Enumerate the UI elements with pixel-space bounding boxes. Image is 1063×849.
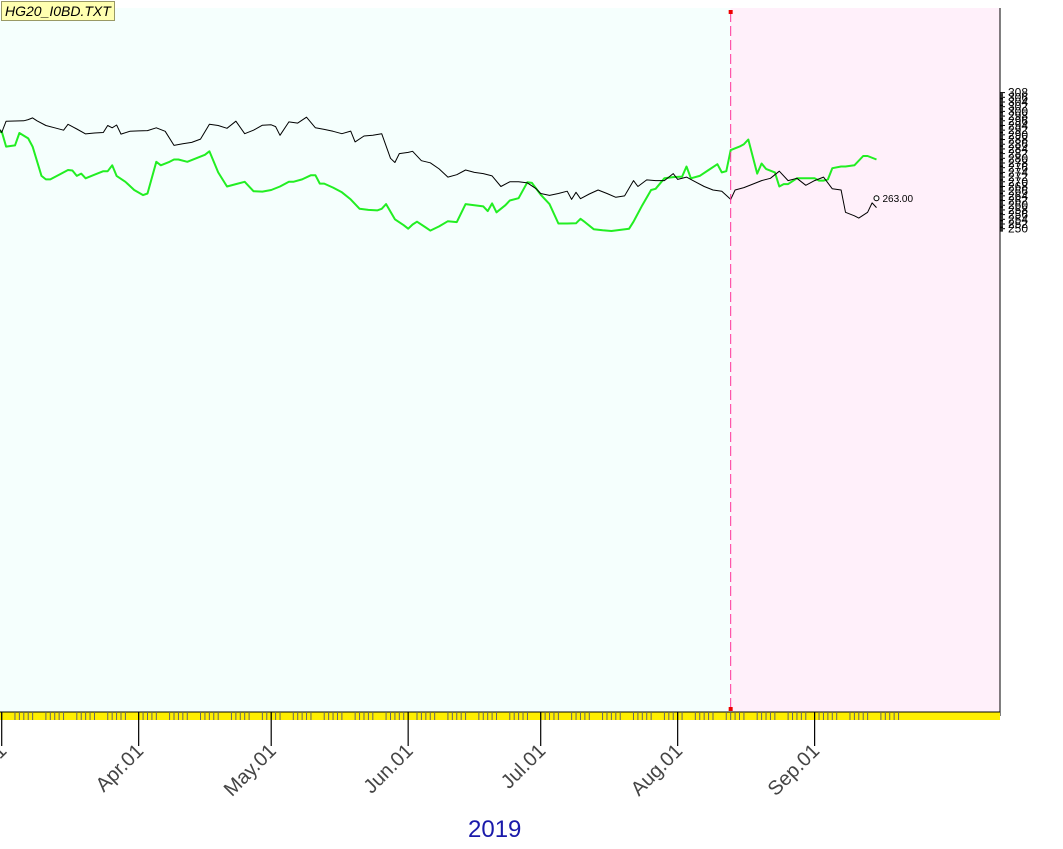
green-series-line — [0, 130, 877, 232]
x-tick-label: Mar.01 — [0, 740, 11, 799]
x-tick-label: Jul.01 — [497, 740, 550, 793]
x-tick-label: Aug.01 — [627, 740, 687, 800]
x-tick-label: Apr.01 — [92, 740, 148, 796]
y-tick-label: 272 — [1008, 170, 1028, 184]
y-tick-label: 286 — [1008, 137, 1028, 151]
x-tick-label: May.01 — [220, 740, 281, 801]
y-tick-label: 288 — [1008, 133, 1028, 147]
y-tick-label: 308 — [1008, 86, 1028, 100]
y-tick-label: 278 — [1008, 156, 1028, 170]
last-value-dot — [873, 195, 880, 202]
y-tick-label: 256 — [1008, 208, 1028, 222]
x-tick-label: Jun.01 — [360, 740, 418, 798]
y-axis: 2502522542562582602622642662682702722742… — [1000, 86, 1028, 236]
history-background — [0, 8, 731, 712]
y-tick-label: 260 — [1008, 198, 1028, 212]
y-tick-label: 252 — [1008, 217, 1028, 231]
y-tick-label: 290 — [1008, 128, 1028, 142]
y-tick-label: 270 — [1008, 175, 1028, 189]
y-tick-label: 268 — [1008, 179, 1028, 193]
divider-top-marker — [728, 10, 733, 14]
y-tick-label: 282 — [1008, 147, 1028, 161]
y-tick-label: 262 — [1008, 194, 1028, 208]
y-tick-label: 266 — [1008, 184, 1028, 198]
black-series-line — [0, 116, 877, 219]
last-value-marker: 263.00 — [873, 194, 913, 205]
y-tick-label: 306 — [1008, 90, 1028, 104]
y-tick-label: 254 — [1008, 212, 1028, 226]
x-tick-label: Sep.01 — [764, 740, 824, 800]
y-tick-label: 274 — [1008, 165, 1028, 179]
y-tick-label: 292 — [1008, 123, 1028, 137]
y-tick-label: 264 — [1008, 189, 1028, 203]
y-axis-band — [1000, 8, 1005, 712]
file-name-label: HG20_I0BD.TXT — [1, 1, 115, 21]
y-tick-label: 302 — [1008, 100, 1028, 114]
divider-bottom-marker — [728, 707, 733, 711]
series-layer — [0, 116, 877, 232]
y-tick-label: 280 — [1008, 151, 1028, 165]
y-tick-label: 250 — [1008, 222, 1028, 236]
x-axis-band — [0, 712, 1000, 720]
y-tick-label: 294 — [1008, 118, 1028, 132]
y-tick-label: 276 — [1008, 161, 1028, 175]
y-tick-label: 284 — [1008, 142, 1028, 156]
y-tick-label: 296 — [1008, 114, 1028, 128]
y-tick-label: 258 — [1008, 203, 1028, 217]
forecast-background — [730, 8, 1000, 712]
y-tick-label: 300 — [1008, 104, 1028, 118]
y-tick-label: 304 — [1008, 95, 1028, 109]
last-value-label: 263.00 — [882, 194, 913, 205]
y-tick-label: 298 — [1008, 109, 1028, 123]
x-axis: Feb.01Mar.01Apr.01May.01Jun.01Jul.01Aug.… — [0, 711, 1000, 801]
year-label: 2019 — [468, 816, 522, 843]
